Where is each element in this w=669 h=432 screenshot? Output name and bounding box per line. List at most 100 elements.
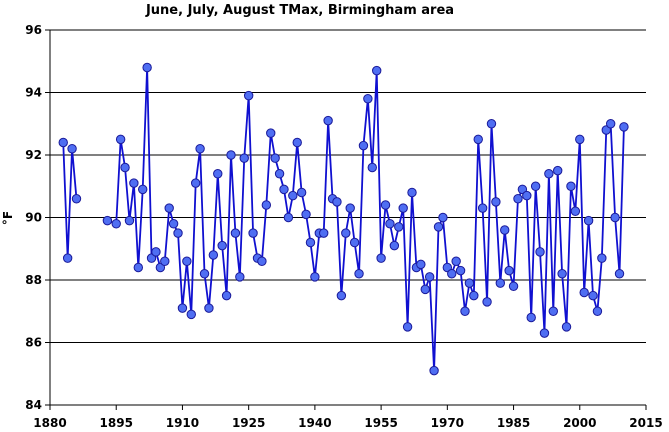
data-point <box>420 284 430 295</box>
data-point <box>469 290 479 301</box>
data-point <box>455 265 466 276</box>
data-point <box>164 203 174 213</box>
data-point <box>270 153 280 163</box>
x-tick-label: 1895 <box>100 416 133 430</box>
data-point <box>424 272 435 282</box>
data-point <box>504 265 514 276</box>
data-point <box>416 259 426 270</box>
data-point <box>354 269 364 279</box>
x-tick-labels: 1880 1895 1910 1925 1940 1955 1970 1985 2000 2015 <box>33 416 662 430</box>
data-point <box>279 184 289 195</box>
y-tick-label: 96 <box>25 23 42 37</box>
data-point <box>310 272 320 282</box>
data-point <box>508 281 519 291</box>
data-point <box>491 197 501 207</box>
data-point <box>619 122 629 132</box>
data-point <box>464 278 475 288</box>
x-tick-label: 2015 <box>629 416 662 430</box>
data-point <box>579 287 589 298</box>
series-markers <box>58 62 629 376</box>
data-point <box>111 219 121 229</box>
data-point <box>438 212 448 223</box>
data-point <box>274 169 285 179</box>
data-point <box>495 278 506 288</box>
data-point <box>138 184 148 195</box>
data-point <box>261 200 272 210</box>
data-point <box>473 134 483 145</box>
data-point <box>186 309 196 320</box>
data-point <box>199 269 210 279</box>
x-tick-label: 1880 <box>33 416 66 430</box>
data-point <box>500 225 510 235</box>
data-point <box>221 290 232 301</box>
data-point <box>557 269 567 279</box>
x-tick-label: 2000 <box>563 416 596 430</box>
data-point <box>142 62 152 73</box>
data-point <box>394 222 404 232</box>
data-point <box>230 228 241 238</box>
x-tick-label: 1940 <box>298 416 331 430</box>
series-line-segment <box>62 142 78 259</box>
data-point <box>67 144 77 154</box>
chart-title: June, July, August TMax, Birmingham area <box>145 3 454 18</box>
data-point <box>217 240 227 251</box>
data-point <box>376 253 386 263</box>
data-point <box>213 169 223 179</box>
data-point <box>173 228 183 238</box>
data-point <box>597 253 607 263</box>
data-point <box>243 90 254 101</box>
data-point <box>486 119 497 129</box>
data-point <box>535 247 545 257</box>
data-point <box>288 190 298 201</box>
data-point <box>71 194 82 204</box>
y-tick-label: 88 <box>25 273 42 287</box>
data-point <box>544 169 554 179</box>
data-point <box>389 240 400 251</box>
data-point <box>133 262 144 273</box>
data-point <box>204 303 214 313</box>
data-point <box>146 253 157 263</box>
data-point <box>363 94 373 104</box>
y-tick-label: 86 <box>25 336 42 350</box>
data-point <box>372 65 382 76</box>
data-point <box>305 237 316 248</box>
data-point <box>235 272 245 282</box>
data-point <box>129 178 139 188</box>
data-point <box>522 190 532 201</box>
axes <box>45 29 647 410</box>
data-point <box>601 125 611 135</box>
data-point <box>513 194 523 204</box>
data-point <box>583 215 594 226</box>
data-point <box>575 134 585 145</box>
data-point <box>610 212 620 223</box>
data-point <box>177 303 188 313</box>
data-point <box>548 306 558 316</box>
data-point <box>341 228 351 238</box>
data-point <box>526 312 536 323</box>
data-point <box>239 153 249 163</box>
data-point <box>477 203 488 213</box>
data-point <box>517 184 528 195</box>
data-point <box>115 134 126 145</box>
data-point <box>380 200 391 210</box>
data-point <box>442 262 453 273</box>
data-point <box>336 290 347 301</box>
data-point <box>482 297 492 307</box>
data-point <box>407 187 417 198</box>
data-point <box>160 256 170 266</box>
y-axis-label: °F <box>1 211 15 225</box>
data-point <box>301 209 311 220</box>
data-point <box>120 162 130 173</box>
data-point <box>151 247 161 257</box>
data-point <box>460 306 470 316</box>
data-point <box>283 212 294 223</box>
data-point <box>614 269 625 279</box>
series-line-segment <box>107 67 625 371</box>
y-tick-label: 90 <box>25 211 42 225</box>
data-point <box>358 140 369 151</box>
data-point <box>398 203 408 213</box>
y-tick-label: 94 <box>25 86 42 100</box>
data-point <box>570 206 581 216</box>
data-point <box>451 256 461 266</box>
